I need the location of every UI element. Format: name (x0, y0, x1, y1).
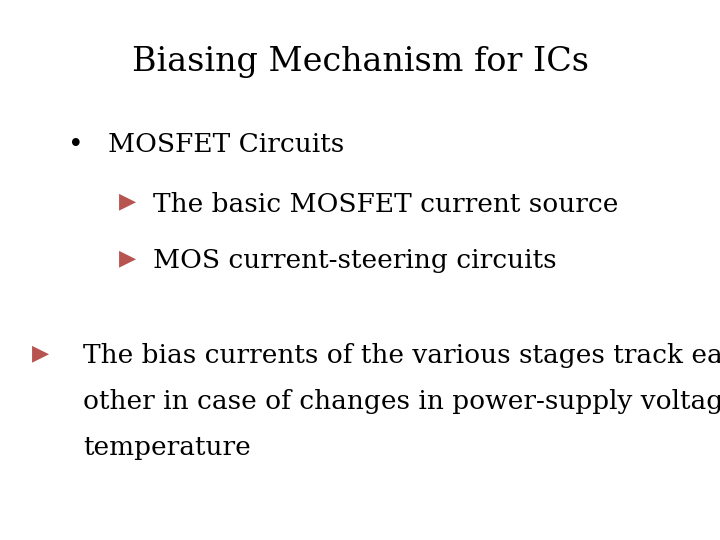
Text: The bias currents of the various stages track each: The bias currents of the various stages … (83, 343, 720, 368)
Text: MOS current-steering circuits: MOS current-steering circuits (153, 248, 557, 273)
Text: ▶: ▶ (32, 343, 50, 363)
Text: ▶: ▶ (119, 248, 136, 268)
Text: other in case of changes in power-supply voltage or in: other in case of changes in power-supply… (83, 389, 720, 414)
Text: Biasing Mechanism for ICs: Biasing Mechanism for ICs (132, 46, 588, 78)
Text: ▶: ▶ (119, 192, 136, 212)
Text: The basic MOSFET current source: The basic MOSFET current source (153, 192, 618, 217)
Text: MOSFET Circuits: MOSFET Circuits (108, 132, 344, 157)
Text: temperature: temperature (83, 435, 251, 460)
Text: •: • (68, 132, 84, 158)
